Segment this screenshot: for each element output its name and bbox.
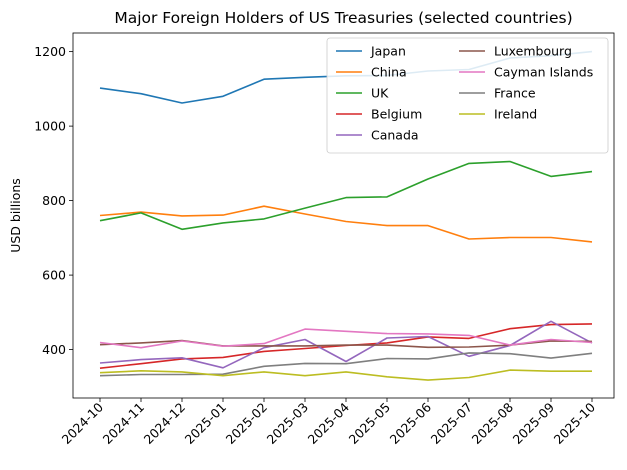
x-tick-label: 2024-10 bbox=[59, 399, 107, 447]
x-tick-label: 2025-05 bbox=[346, 400, 394, 448]
legend-label: Ireland bbox=[494, 107, 537, 122]
legend-label: Japan bbox=[370, 44, 406, 59]
series-line-ireland bbox=[99, 369, 592, 381]
x-tick-label: 2025-09 bbox=[510, 399, 558, 447]
legend-label: UK bbox=[371, 86, 389, 101]
y-tick-label: 400 bbox=[42, 342, 66, 357]
legend-label: Luxembourg bbox=[494, 44, 572, 59]
x-tick-label: 2025-01 bbox=[182, 400, 230, 448]
y-tick-label: 1000 bbox=[34, 119, 66, 134]
x-tick-label: 2025-03 bbox=[264, 400, 312, 448]
legend-label: Canada bbox=[371, 128, 419, 143]
x-tick-label: 2025-06 bbox=[387, 399, 435, 447]
x-tick-label: 2025-10 bbox=[551, 399, 599, 447]
x-tick-label: 2024-11 bbox=[100, 400, 148, 448]
series-line-france bbox=[99, 352, 593, 377]
plot-frame bbox=[72, 32, 615, 399]
x-tick-label: 2025-04 bbox=[305, 399, 353, 447]
x-tick-label: 2025-08 bbox=[469, 399, 517, 447]
series-line-uk bbox=[99, 160, 593, 231]
legend-label: China bbox=[371, 65, 407, 80]
y-axis-label: USD billions bbox=[8, 178, 23, 253]
legend-label: Cayman Islands bbox=[494, 65, 593, 80]
legend: Japan China UK Belgium Canada Luxembourg Cayma… bbox=[326, 37, 609, 154]
y-tick-label: 1200 bbox=[34, 44, 66, 59]
chart-title: Major Foreign Holders of US Treasuries (… bbox=[114, 9, 572, 27]
plot-area bbox=[72, 32, 615, 399]
x-tick-label: 2025-07 bbox=[428, 400, 476, 448]
y-tick-label: 800 bbox=[42, 193, 66, 208]
legend-label: Belgium bbox=[371, 107, 422, 122]
x-tick-label: 2024-12 bbox=[141, 400, 189, 448]
legend-box bbox=[326, 37, 609, 154]
x-axis: 2024-102024-112024-122025-012025-022025-… bbox=[59, 398, 599, 448]
x-tick-label: 2025-02 bbox=[223, 400, 271, 448]
y-axis: 400 600 800 1000 1200 bbox=[34, 44, 73, 357]
legend-label: France bbox=[494, 86, 536, 101]
y-tick-label: 600 bbox=[42, 268, 66, 283]
series-line-china bbox=[99, 205, 593, 243]
series-line-cayman-islands bbox=[99, 328, 593, 349]
